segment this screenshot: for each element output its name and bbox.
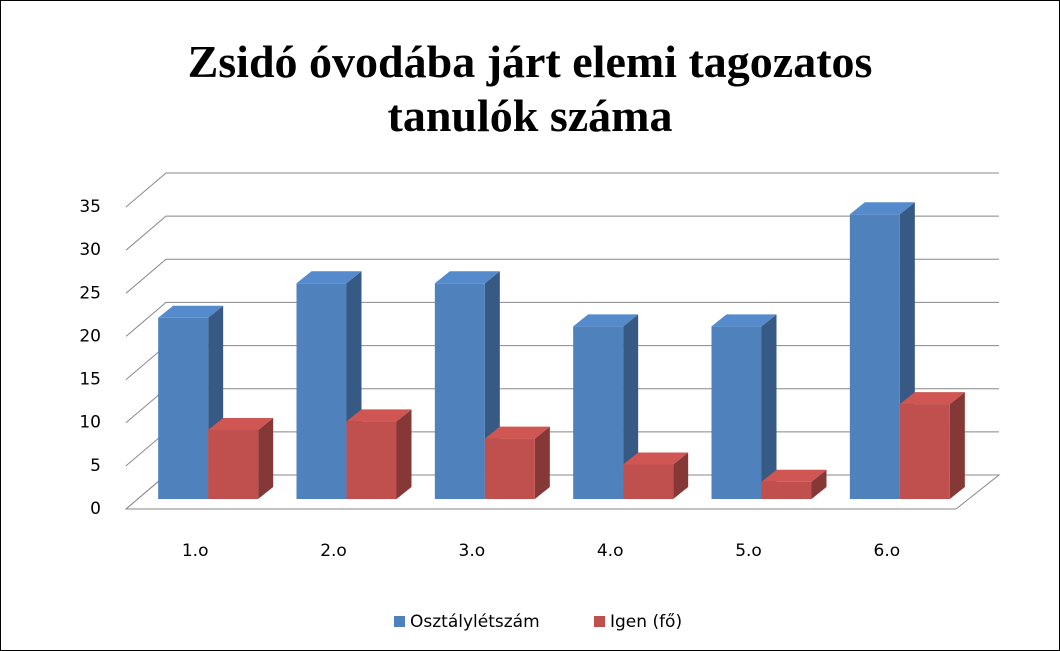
bar (623, 464, 674, 499)
bar-top (761, 469, 827, 482)
bar-top (158, 305, 224, 318)
bar-side (949, 392, 965, 499)
bar (484, 438, 535, 499)
bar (296, 283, 347, 499)
bar-side (534, 426, 550, 499)
bar-side (761, 314, 777, 499)
y-tick-label: 35 (79, 197, 101, 217)
bar-side (258, 417, 274, 499)
bar-top (434, 271, 500, 284)
grid-line (125, 301, 999, 337)
bar (711, 326, 762, 499)
bar-top (711, 314, 777, 327)
bar-top (296, 271, 362, 284)
y-tick-label: 30 (79, 240, 101, 260)
y-tick-label: 0 (90, 499, 101, 519)
x-tick-label: 5.o (735, 541, 762, 561)
bar (899, 404, 950, 499)
bar-top (849, 202, 915, 215)
grid-line (125, 215, 999, 251)
title-box: Zsidó óvodába járt elemi tagozatos tanul… (1, 35, 1059, 143)
bar-side (673, 452, 689, 499)
grid-line (125, 172, 999, 208)
bar-top (484, 426, 550, 439)
legend-label: Igen (fő) (610, 612, 682, 632)
y-tick-label: 25 (79, 283, 101, 303)
grid-line (125, 258, 999, 294)
x-tick-label: 4.o (597, 541, 624, 561)
y-tick-label: 10 (79, 413, 101, 433)
bar-side (811, 469, 827, 499)
bar (573, 326, 624, 499)
bar (346, 421, 397, 499)
y-tick-label: 5 (90, 456, 101, 476)
bar-top (899, 392, 965, 405)
bar (434, 283, 485, 499)
bar-top (623, 452, 689, 465)
bar (208, 429, 259, 499)
y-tick-label: 15 (79, 370, 101, 390)
legend-swatch (394, 616, 405, 627)
legend-swatch (594, 616, 605, 627)
x-tick-label: 1.o (182, 541, 209, 561)
x-tick-label: 2.o (320, 541, 347, 561)
bar-top (208, 417, 274, 430)
bar-top (573, 314, 639, 327)
bar (158, 317, 209, 499)
x-tick-label: 6.o (874, 541, 901, 561)
bar (761, 481, 812, 499)
x-tick-label: 3.o (459, 541, 486, 561)
chart-title: Zsidó óvodába járt elemi tagozatos tanul… (187, 36, 873, 141)
y-tick-label: 20 (79, 326, 101, 346)
bar-side (623, 314, 639, 499)
bar (849, 214, 900, 499)
bar-top (346, 409, 412, 422)
bar-side (396, 409, 412, 499)
legend-label: Osztálylétszám (410, 612, 540, 632)
